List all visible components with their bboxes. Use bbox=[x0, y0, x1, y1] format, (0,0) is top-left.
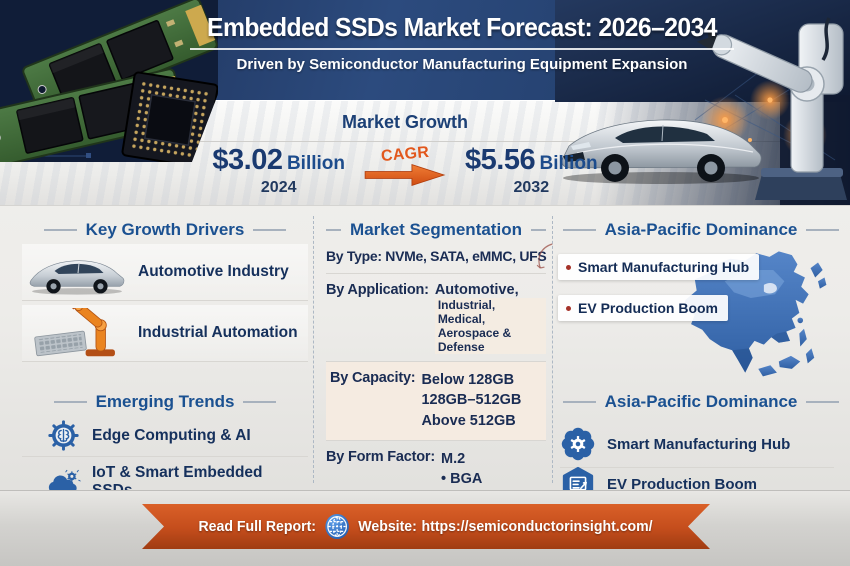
unit-2032: Billion bbox=[539, 153, 598, 174]
unit-2024: Billion bbox=[286, 153, 345, 174]
segment-value: M.2 bbox=[441, 450, 466, 467]
heading-dash bbox=[806, 401, 840, 403]
asia-pacific-heading-top: Asia-Pacific Dominance bbox=[556, 220, 846, 240]
asia-pacific-section: Asia-Pacific Dominance bbox=[536, 206, 846, 508]
list-item-automotive: Automotive Industry bbox=[22, 244, 308, 301]
report-ribbon[interactable]: Read Full Report: bbox=[142, 504, 710, 549]
car-robot-image bbox=[555, 0, 850, 205]
market-growth-heading: Market Growth bbox=[341, 112, 469, 132]
key-growth-drivers-heading: Key Growth Drivers bbox=[22, 220, 308, 240]
curved-arrow-decoration bbox=[536, 243, 553, 269]
website-link[interactable]: https://semiconductorinsight.com/ bbox=[421, 518, 654, 535]
asia-pacific-heading-bottom: Asia-Pacific Dominance bbox=[556, 392, 846, 412]
footer: Read Full Report: bbox=[0, 490, 850, 566]
list-item-edge-ai: Edge Computing & AI bbox=[22, 415, 308, 457]
segment-label: By Capacity: bbox=[330, 370, 416, 386]
key-growth-drivers-section: Key Growth Drivers bbox=[22, 206, 308, 505]
market-segmentation-section: Market Segmentation By Type: NVMe, SATA,… bbox=[326, 206, 547, 518]
segment-label: By Type: bbox=[326, 248, 382, 264]
value-2024: $3.02 bbox=[212, 144, 283, 176]
heading-dash bbox=[562, 401, 596, 403]
segment-label: By Application: bbox=[326, 282, 429, 298]
segment-by-application: By Application: Automotive, Industrial, … bbox=[326, 274, 546, 362]
year-2024: 2024 bbox=[260, 179, 297, 196]
heading-dash bbox=[806, 229, 840, 231]
page-title: Embedded SSDs Market Forecast: 2026–2034 bbox=[207, 12, 717, 42]
heading-dash bbox=[43, 229, 77, 231]
heading-dash bbox=[530, 229, 546, 231]
segment-value: NVMe, SATA, eMMC, UFS bbox=[385, 248, 547, 264]
segment-value: 128GB–512GB bbox=[421, 392, 522, 409]
segment-by-capacity: By Capacity: Below 128GB 128GB–512GB Abo… bbox=[326, 362, 546, 441]
segment-value: Above 512GB bbox=[421, 412, 516, 429]
segment-by-type: By Type: NVMe, SATA, eMMC, UFS bbox=[326, 240, 547, 274]
bullet-dot bbox=[566, 264, 571, 270]
read-full-report-label: Read Full Report: bbox=[198, 518, 317, 535]
ap-item-label: EV Production Boom bbox=[607, 475, 757, 493]
page-subtitle: Driven by Semiconductor Manufacturing Eq… bbox=[190, 48, 734, 73]
heading-dash bbox=[253, 229, 287, 231]
robot-arm-icon bbox=[26, 308, 128, 358]
gear-flower-icon bbox=[560, 426, 596, 462]
driver-label: Automotive Industry bbox=[138, 263, 289, 280]
segment-value: Aerospace & Defense bbox=[434, 326, 546, 354]
ap-item-label: Smart Manufacturing Hub bbox=[607, 435, 791, 453]
globe-icon bbox=[325, 513, 350, 540]
segment-label: By Form Factor: bbox=[326, 448, 435, 465]
market-value-2032: $5.56 Billion 2032 bbox=[465, 144, 598, 197]
market-value-2024: $3.02 Billion 2024 bbox=[212, 144, 345, 197]
column-divider bbox=[313, 216, 314, 483]
value-2032: $5.56 bbox=[465, 144, 536, 176]
heading-dash bbox=[562, 229, 596, 231]
emerging-trends-heading: Emerging Trends bbox=[22, 392, 308, 412]
segment-value: • BGA bbox=[441, 471, 483, 488]
ai-gear-icon bbox=[46, 419, 81, 452]
segment-value: Industrial, Medical, bbox=[434, 298, 546, 326]
pill-label: EV Production Boom bbox=[578, 300, 718, 316]
segment-value: Below 128GB bbox=[421, 372, 515, 388]
bullet-dot bbox=[566, 305, 571, 311]
driver-label: Industrial Automation bbox=[138, 324, 298, 341]
content-area: Key Growth Drivers bbox=[0, 205, 850, 518]
market-segmentation-heading: Market Segmentation bbox=[326, 220, 546, 240]
asia-map-image bbox=[654, 242, 842, 382]
title-block: Embedded SSDs Market Forecast: 2026–2034… bbox=[190, 12, 734, 73]
iot-cloud-icon bbox=[46, 466, 81, 499]
pill-label: Smart Manufacturing Hub bbox=[578, 259, 750, 275]
hero-section: Embedded SSDs Market Forecast: 2026–2034… bbox=[0, 0, 850, 206]
list-item-smart-hub: Smart Manufacturing Hub bbox=[558, 254, 760, 280]
heading-dash bbox=[53, 401, 87, 403]
divider-line bbox=[0, 141, 850, 142]
right-arrow-icon bbox=[364, 164, 446, 186]
cagr-arrow: CAGR bbox=[361, 144, 449, 188]
website-label: Website: bbox=[358, 518, 418, 535]
list-item-industrial: Industrial Automation bbox=[22, 305, 308, 362]
market-growth-panel: Market Growth $3.02 Billion 2024 CAGR bbox=[210, 112, 600, 197]
trend-label: Edge Computing & AI bbox=[92, 426, 251, 444]
ssd-modules-image bbox=[0, 0, 218, 162]
segment-value: Automotive, bbox=[434, 282, 519, 298]
heading-dash bbox=[326, 229, 342, 231]
list-item-ev-boom: EV Production Boom bbox=[558, 295, 728, 321]
heading-dash bbox=[243, 401, 277, 403]
year-2032: 2032 bbox=[513, 179, 550, 196]
website-block: Website: https://semiconductorinsight.co… bbox=[359, 518, 653, 535]
column-divider bbox=[552, 216, 553, 483]
car-icon bbox=[26, 247, 128, 297]
list-item-smart-hub-icon: Smart Manufacturing Hub bbox=[560, 422, 834, 468]
